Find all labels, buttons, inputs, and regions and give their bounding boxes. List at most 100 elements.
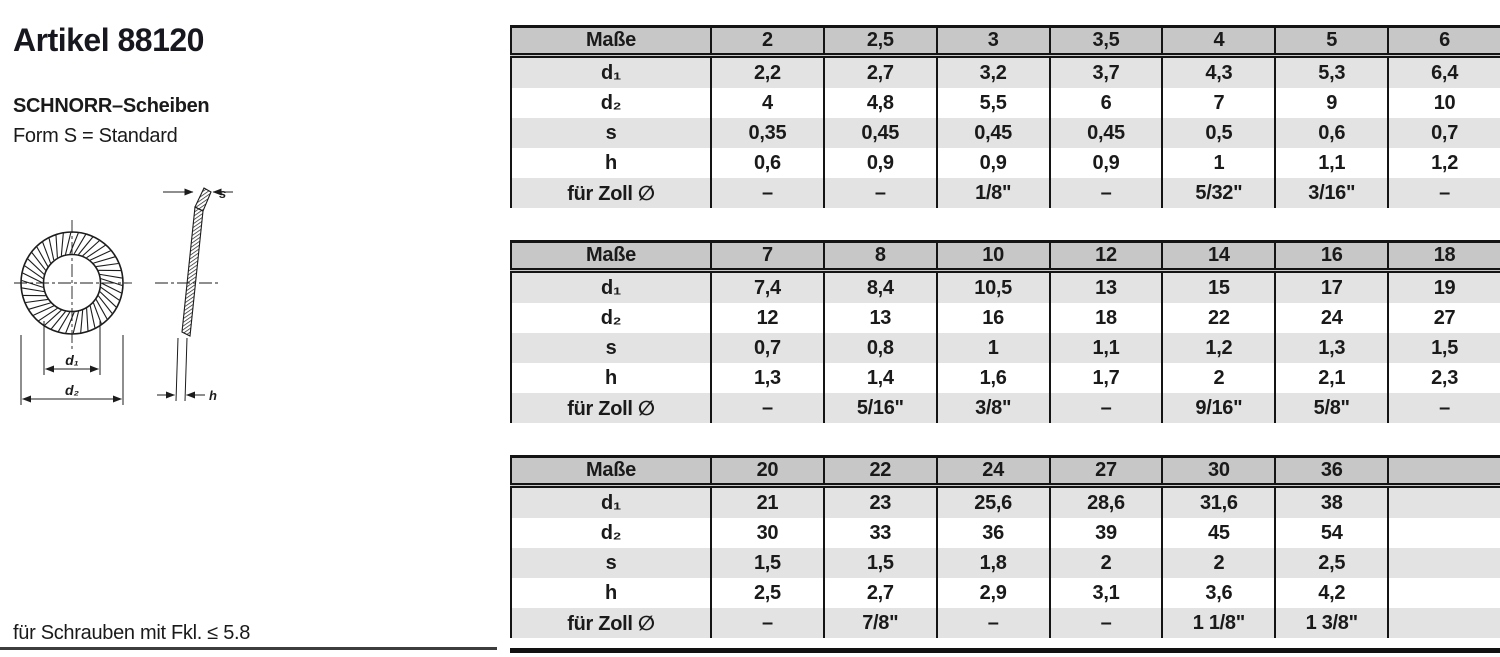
form-variant-label: Form S = Standard xyxy=(13,125,178,147)
value-cell-s: 0,6 xyxy=(1274,118,1387,148)
column-header-size-36: 36 xyxy=(1274,458,1387,483)
value-cell-zoll: – xyxy=(1048,608,1162,638)
value-cell-d1: 21 xyxy=(710,488,823,518)
column-header-size-24: 24 xyxy=(935,458,1049,483)
value-cell-d1: 3,2 xyxy=(935,58,1049,88)
value-cell-d1: 4,3 xyxy=(1161,58,1274,88)
value-cell-d2: 5,5 xyxy=(935,88,1049,118)
column-header-masse: Maße xyxy=(510,458,710,483)
value-cell-d2: 54 xyxy=(1274,518,1387,548)
value-cell-d2 xyxy=(1387,518,1500,548)
column-header-size-27: 27 xyxy=(1048,458,1162,483)
value-cell-s: 2,5 xyxy=(1274,548,1387,578)
column-header-size-empty xyxy=(1387,458,1500,483)
value-cell-d2: 4 xyxy=(710,88,823,118)
value-cell-s: 1,5 xyxy=(822,548,936,578)
value-cell-zoll: – xyxy=(1387,178,1500,208)
h-dimension-label: h xyxy=(209,388,217,403)
value-cell-s: 0,5 xyxy=(1161,118,1274,148)
value-cell-s: 1 xyxy=(935,333,1049,363)
value-cell-h: 0,9 xyxy=(822,148,936,178)
row-label-zoll: für Zoll ∅ xyxy=(510,178,710,208)
value-cell-s: 0,7 xyxy=(710,333,823,363)
row-label-d2: d₂ xyxy=(510,303,710,333)
value-cell-s: 1,2 xyxy=(1161,333,1274,363)
value-cell-zoll: – xyxy=(710,178,823,208)
row-label-h: h xyxy=(510,148,710,178)
value-cell-d2: 9 xyxy=(1274,88,1387,118)
row-label-h: h xyxy=(510,363,710,393)
value-cell-s: 0,45 xyxy=(822,118,936,148)
table-row-s: s 1,5 1,5 1,8 2 2 2,5 xyxy=(510,548,1500,578)
value-cell-d1: 25,6 xyxy=(935,488,1049,518)
row-label-zoll: für Zoll ∅ xyxy=(510,608,710,638)
column-header-size-16: 16 xyxy=(1274,243,1387,268)
serration-lines xyxy=(21,232,123,334)
value-cell-d2: 30 xyxy=(710,518,823,548)
dimension-table-sizes-2-to-6: Maße 2 2,5 3 3,5 4 5 6 d₁ 2,2 2,7 3,2 3,7 4,3 5,3 6,4 d₂… xyxy=(510,25,1500,208)
value-cell-zoll: 5/16" xyxy=(822,393,936,423)
value-cell-s: 0,8 xyxy=(822,333,936,363)
value-cell-d1: 2,2 xyxy=(710,58,823,88)
column-header-size-3,5: 3,5 xyxy=(1048,28,1162,53)
row-label-d1: d₁ xyxy=(510,488,710,518)
value-cell-h: 2,5 xyxy=(710,578,823,608)
washer-drawing-svg: d₁ d₂ s h xyxy=(14,186,233,405)
value-cell-h: 2,9 xyxy=(935,578,1049,608)
article-title: Artikel 88120 xyxy=(13,22,204,58)
value-cell-d1: 19 xyxy=(1387,273,1500,303)
table-row-zoll: für Zoll ∅ –7/8" – –1 1/8" 1 3/8" xyxy=(510,608,1500,638)
table-row-d1: d₁ 7,4 8,4 10,5 13 15 17 19 xyxy=(510,273,1500,303)
value-cell-d1: 28,6 xyxy=(1048,488,1162,518)
washer-technical-drawing: d₁ d₂ s h xyxy=(5,183,250,425)
footer-rule-right xyxy=(510,648,1500,653)
value-cell-d1: 17 xyxy=(1274,273,1387,303)
row-label-zoll: für Zoll ∅ xyxy=(510,393,710,423)
value-cell-d2: 7 xyxy=(1161,88,1274,118)
column-header-size-2,5: 2,5 xyxy=(822,28,936,53)
table-row-d1: d₁ 2,2 2,7 3,2 3,7 4,3 5,3 6,4 xyxy=(510,58,1500,88)
value-cell-zoll: 9/16" xyxy=(1161,393,1274,423)
value-cell-h: 2,1 xyxy=(1274,363,1387,393)
table-header-row: Maße 2 2,5 3 3,5 4 5 6 xyxy=(510,28,1500,58)
value-cell-d2: 10 xyxy=(1387,88,1500,118)
value-cell-h xyxy=(1387,578,1500,608)
table-row-zoll: für Zoll ∅ – –1/8" –5/32" 3/16" – xyxy=(510,178,1500,208)
value-cell-zoll: 3/8" xyxy=(935,393,1049,423)
value-cell-zoll xyxy=(1387,608,1500,638)
column-header-size-18: 18 xyxy=(1387,243,1500,268)
column-header-size-12: 12 xyxy=(1048,243,1162,268)
value-cell-zoll: – xyxy=(1048,393,1162,423)
value-cell-d2: 45 xyxy=(1161,518,1274,548)
value-cell-h: 1,7 xyxy=(1048,363,1162,393)
column-header-size-2: 2 xyxy=(710,28,823,53)
table-row-h: h 0,6 0,9 0,9 0,9 1 1,1 1,2 xyxy=(510,148,1500,178)
column-header-size-7: 7 xyxy=(710,243,823,268)
value-cell-h: 3,1 xyxy=(1048,578,1162,608)
value-cell-s: 1,5 xyxy=(710,548,823,578)
value-cell-zoll: 1 1/8" xyxy=(1161,608,1274,638)
value-cell-s: 0,7 xyxy=(1387,118,1500,148)
value-cell-d1: 3,7 xyxy=(1048,58,1162,88)
table-row-d2: d₂ 30 33 36 39 45 54 xyxy=(510,518,1500,548)
value-cell-h: 2,7 xyxy=(822,578,936,608)
value-cell-d2: 12 xyxy=(710,303,823,333)
value-cell-h: 0,9 xyxy=(935,148,1049,178)
value-cell-d2: 16 xyxy=(935,303,1049,333)
column-header-masse: Maße xyxy=(510,243,710,268)
value-cell-d1: 31,6 xyxy=(1161,488,1274,518)
row-label-d2: d₂ xyxy=(510,518,710,548)
table-header-row: Maße 7 8 10 12 14 16 18 xyxy=(510,243,1500,273)
value-cell-d1 xyxy=(1387,488,1500,518)
value-cell-d1: 10,5 xyxy=(935,273,1049,303)
value-cell-d1: 2,7 xyxy=(822,58,936,88)
table-row-s: s 0,35 0,45 0,45 0,45 0,5 0,6 0,7 xyxy=(510,118,1500,148)
value-cell-d2: 24 xyxy=(1274,303,1387,333)
value-cell-zoll: 5/32" xyxy=(1161,178,1274,208)
column-header-size-30: 30 xyxy=(1161,458,1274,483)
table-header-row: Maße 20 22 24 27 30 36 xyxy=(510,458,1500,488)
value-cell-h: 1,6 xyxy=(935,363,1049,393)
value-cell-zoll: – xyxy=(1387,393,1500,423)
value-cell-d1: 13 xyxy=(1048,273,1162,303)
value-cell-h: 2,3 xyxy=(1387,363,1500,393)
